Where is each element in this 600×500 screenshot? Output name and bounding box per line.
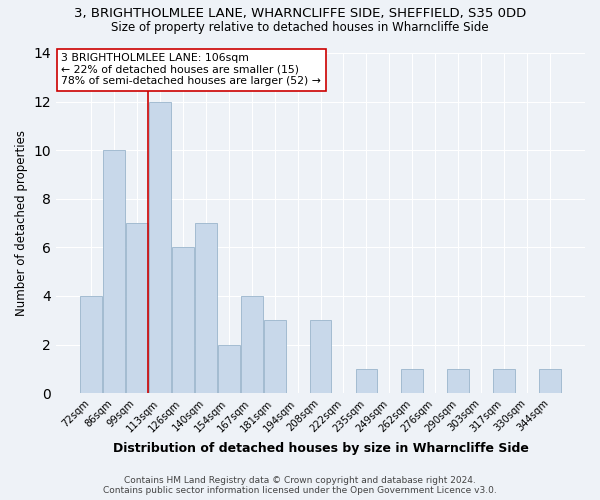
Bar [448,369,469,393]
Bar [264,320,286,393]
Bar [195,223,217,393]
Bar [218,344,239,393]
X-axis label: Distribution of detached houses by size in Wharncliffe Side: Distribution of detached houses by size … [113,442,529,455]
Bar [310,320,331,393]
Bar [493,369,515,393]
Text: 3, BRIGHTHOLMLEE LANE, WHARNCLIFFE SIDE, SHEFFIELD, S35 0DD: 3, BRIGHTHOLMLEE LANE, WHARNCLIFFE SIDE,… [74,8,526,20]
Bar [356,369,377,393]
Text: Size of property relative to detached houses in Wharncliffe Side: Size of property relative to detached ho… [111,21,489,34]
Bar [103,150,125,393]
Bar [126,223,148,393]
Bar [172,248,194,393]
Y-axis label: Number of detached properties: Number of detached properties [15,130,28,316]
Text: 3 BRIGHTHOLMLEE LANE: 106sqm
← 22% of detached houses are smaller (15)
78% of se: 3 BRIGHTHOLMLEE LANE: 106sqm ← 22% of de… [61,53,321,86]
Bar [241,296,263,393]
Bar [539,369,561,393]
Bar [80,296,102,393]
Bar [149,102,171,393]
Text: Contains HM Land Registry data © Crown copyright and database right 2024.
Contai: Contains HM Land Registry data © Crown c… [103,476,497,495]
Bar [401,369,423,393]
